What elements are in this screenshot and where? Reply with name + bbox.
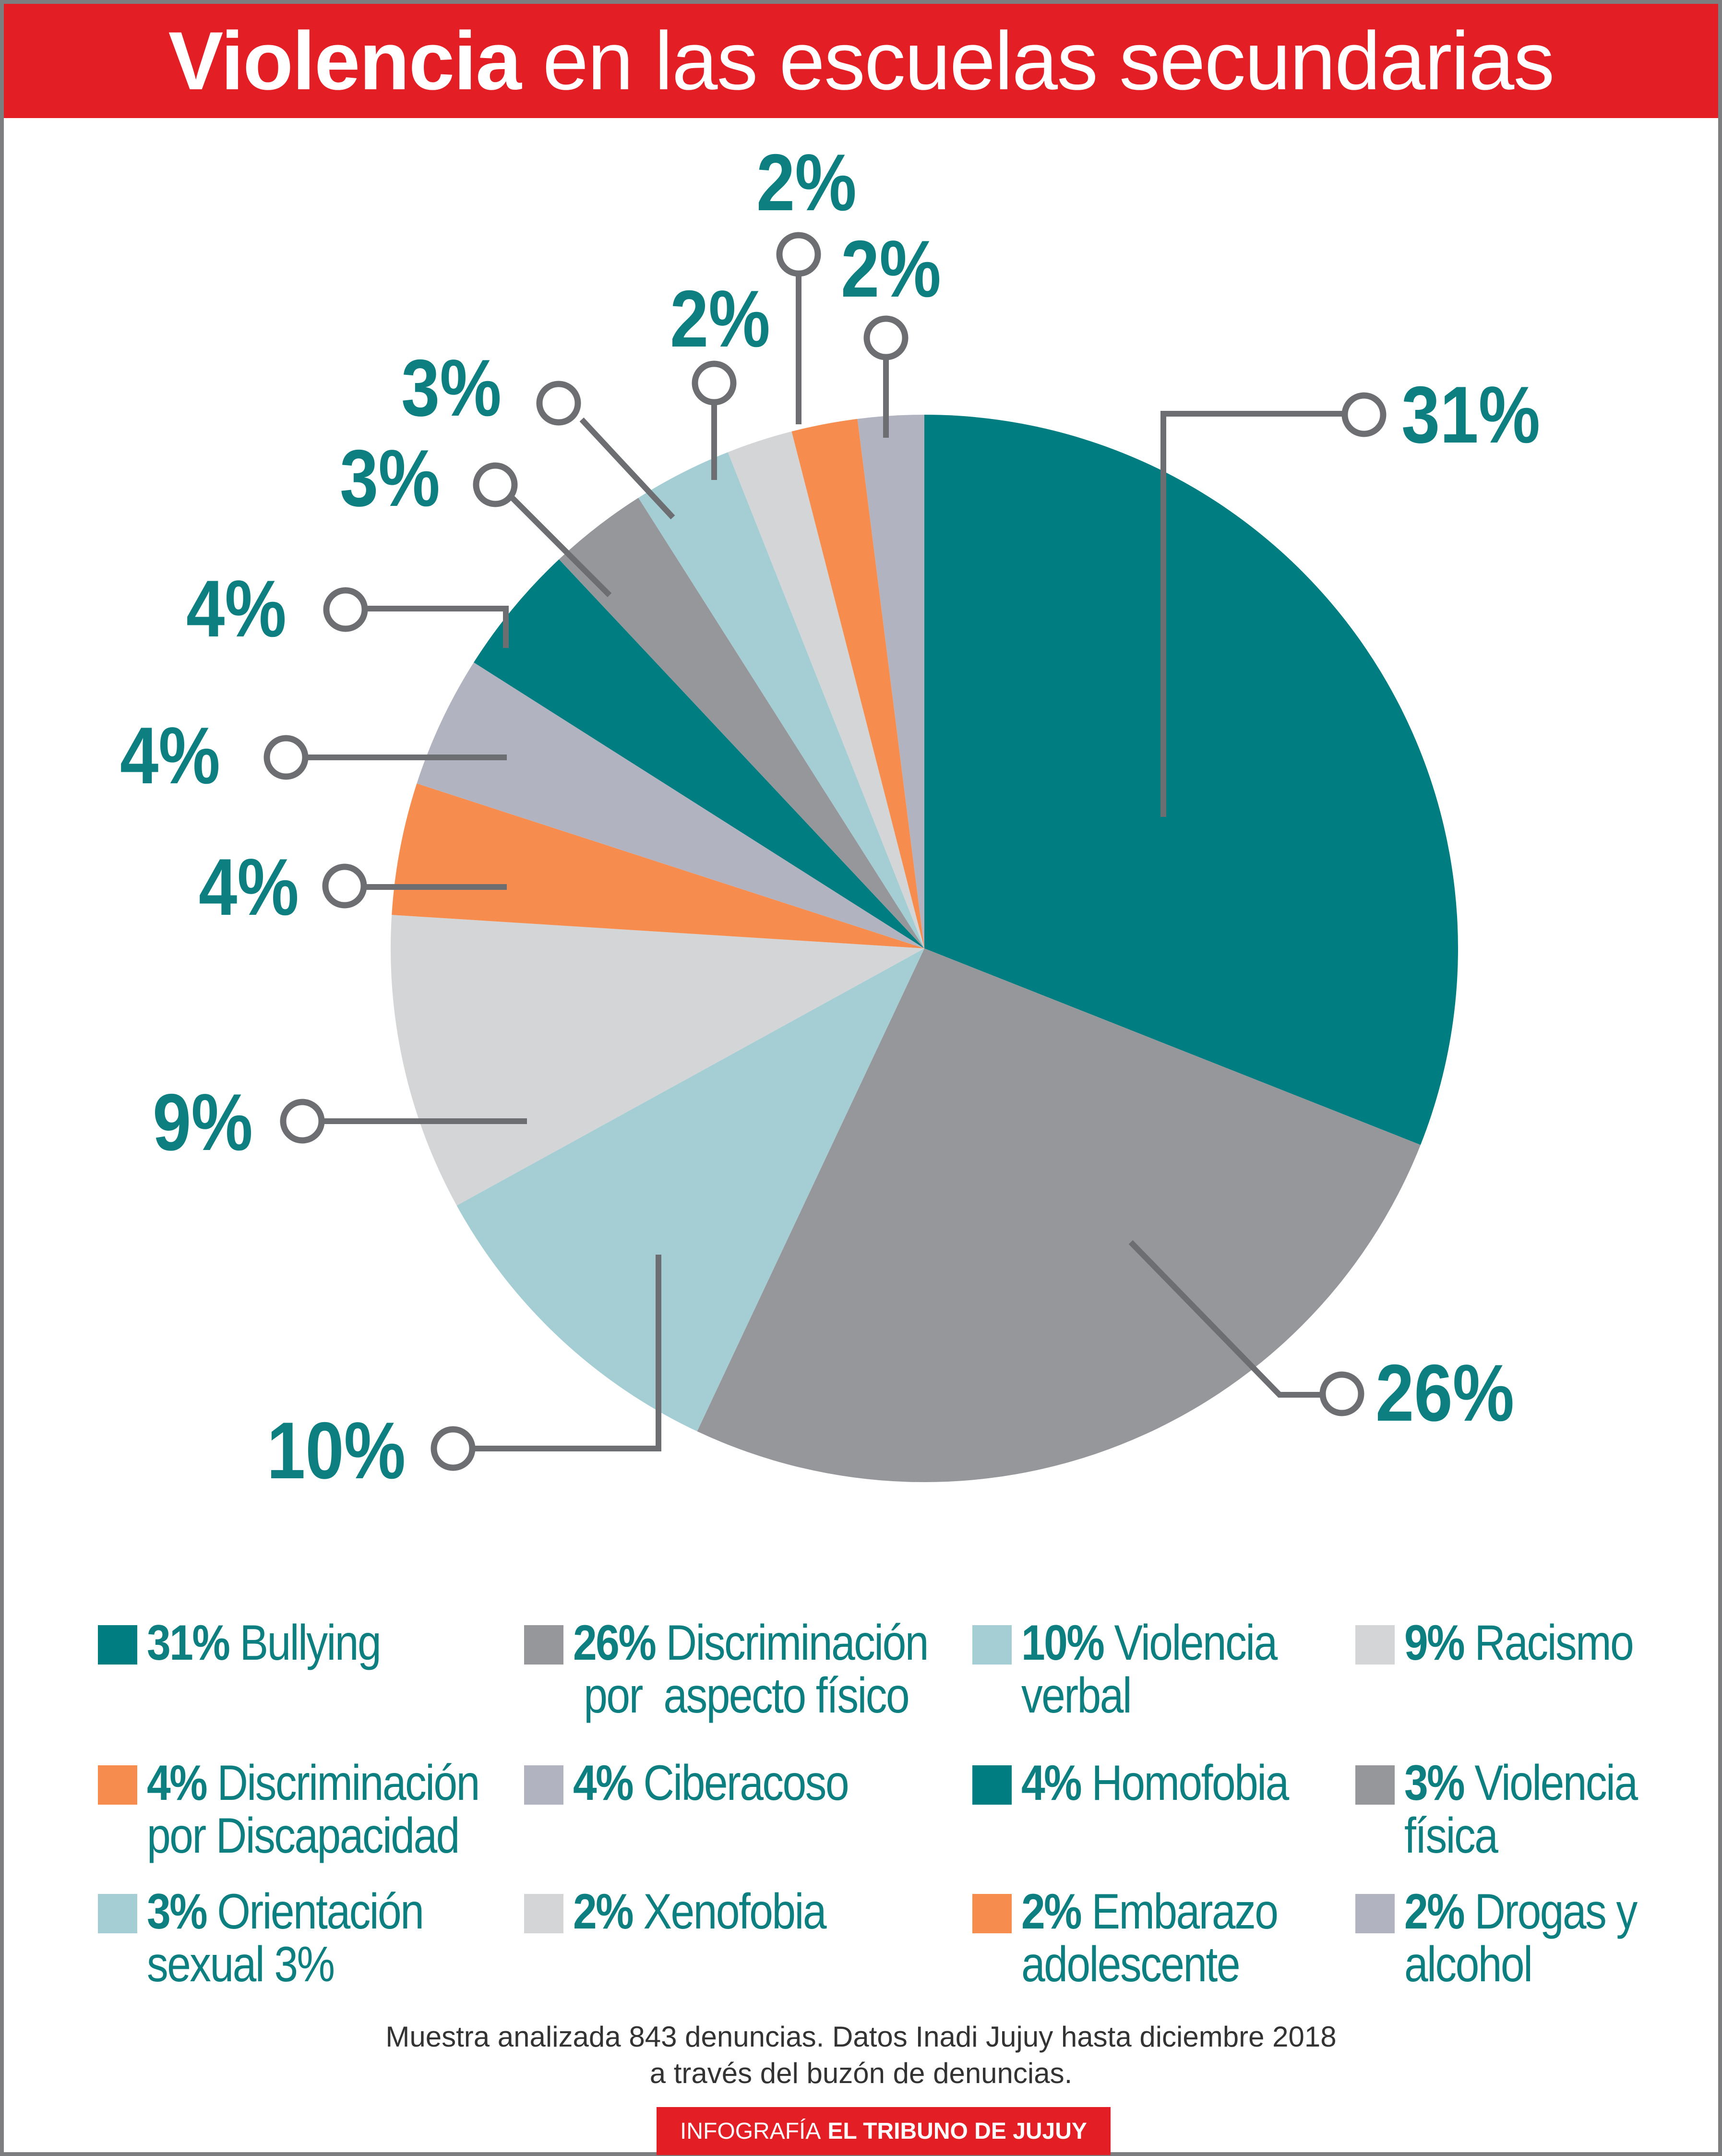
slice-label-6: 4% <box>120 711 220 801</box>
credit-badge: INFOGRAFÍA EL TRIBUNO DE JUJUY <box>657 2107 1111 2155</box>
leader-dot-11 <box>776 232 821 277</box>
leader-dot-6 <box>263 735 309 780</box>
leader-line-3 <box>475 1255 661 1451</box>
slice-label-10: 2% <box>670 274 770 364</box>
slice-label-11: 2% <box>756 138 857 228</box>
leader-line-8 <box>509 495 612 598</box>
leader-dot-5 <box>322 863 367 909</box>
slice-label-7: 4% <box>186 564 287 654</box>
leader-dot-12 <box>863 315 909 360</box>
pie-slice-10 <box>728 431 924 948</box>
source-note-line-1: Muestra analizada 843 denuncias. Datos I… <box>385 2021 1337 2053</box>
source-note-line-2: a través del buzón de denuncias. <box>649 2057 1073 2089</box>
leader-line-7 <box>368 606 509 648</box>
pie-slice-2 <box>697 948 1421 1482</box>
leader-line-9 <box>579 417 675 520</box>
pie-slice-11 <box>791 419 924 948</box>
leader-dot-7 <box>323 587 368 632</box>
pie-slice-7 <box>474 559 924 948</box>
pie-slice-3 <box>456 948 924 1432</box>
pie-slice-4 <box>391 915 924 1206</box>
leader-dot-10 <box>692 360 737 406</box>
pie-slice-9 <box>638 452 924 948</box>
leader-dot-4 <box>280 1099 325 1144</box>
title-rest: en las escuelas secundarias <box>542 15 1555 107</box>
pie-chart: 31%26%10%9%4%4%4%3%3%2%2%2% <box>120 138 1540 1496</box>
leader-dot-9 <box>536 381 581 426</box>
page-title: Violencia en las escuelas secundarias <box>168 20 1555 102</box>
title-bold: Violencia <box>168 15 522 107</box>
slice-label-1: 31% <box>1401 370 1540 460</box>
slice-label-12: 2% <box>841 224 941 314</box>
slice-label-3: 10% <box>267 1406 406 1496</box>
leader-dot-3 <box>430 1426 476 1471</box>
slice-label-8: 3% <box>340 433 440 524</box>
pie-slice-6 <box>417 662 924 948</box>
pie-slice-12 <box>857 415 924 948</box>
pie-slice-1 <box>924 415 1458 1145</box>
leader-dot-8 <box>473 462 518 507</box>
slice-label-4: 9% <box>153 1078 253 1168</box>
slice-label-5: 4% <box>199 842 299 933</box>
slice-label-2: 26% <box>1375 1348 1514 1438</box>
credit-prefix: INFOGRAFÍA <box>680 2118 821 2144</box>
title-bar: Violencia en las escuelas secundarias <box>4 4 1718 118</box>
slice-label-9: 3% <box>401 343 502 433</box>
leader-dot-1 <box>1341 392 1387 437</box>
leader-line-2 <box>1128 1240 1325 1398</box>
credit-publisher: EL TRIBUNO DE JUJUY <box>827 2118 1087 2144</box>
leader-line-1 <box>1160 411 1363 817</box>
pie-slice-5 <box>392 783 924 948</box>
pie-slice-8 <box>559 498 924 948</box>
leader-dot-2 <box>1319 1371 1364 1416</box>
